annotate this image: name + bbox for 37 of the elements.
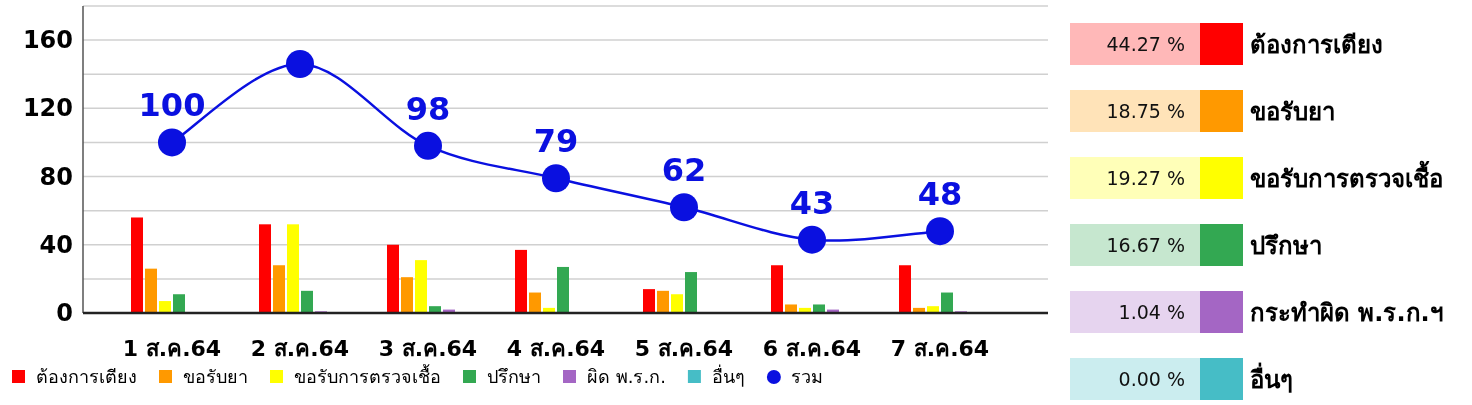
data-label: 1.04 % [1118, 301, 1185, 323]
y-tick-label: 0 [56, 299, 73, 327]
data-label: 43 [789, 183, 835, 222]
legend-label: รวม [790, 366, 823, 387]
data-label: 44.27 % [1106, 33, 1185, 55]
x-tick-label: 1 ส.ค.64 [122, 336, 222, 361]
category-label: กระทำผิด พ.ร.ก.ฯ [1250, 299, 1443, 327]
legend-label: ขอรับยา [183, 366, 248, 387]
category-label: อื่นๆ [1250, 362, 1293, 394]
data-label: 18.75 % [1106, 100, 1185, 122]
legend-label: ผิด พ.ร.ก. [587, 366, 666, 387]
y-tick-label: 160 [22, 26, 73, 55]
data-label: 100 [138, 86, 206, 125]
x-tick-label: 4 ส.ค.64 [506, 336, 606, 361]
x-tick-label: 5 ส.ค.64 [634, 336, 734, 361]
data-label: 79 [533, 122, 579, 161]
data-label: 98 [405, 89, 451, 128]
data-label: 48 [917, 175, 963, 214]
y-tick-label: 120 [22, 94, 73, 123]
category-label: ขอรับยา [1250, 98, 1335, 126]
y-tick-label: 80 [39, 162, 73, 191]
x-tick-label: 7 ส.ค.64 [890, 336, 990, 361]
legend-label: ต้องการเตียง [36, 366, 137, 387]
data-label: 62 [661, 151, 707, 190]
legend-label: ปรึกษา [487, 366, 541, 387]
data-label: 0.00 % [1118, 368, 1185, 390]
legend-label: ขอรับการตรวจเชื้อ [294, 364, 441, 387]
legend-label: อื่นๆ [711, 364, 745, 387]
category-label: ต้องการเตียง [1250, 31, 1383, 59]
category-label: ขอรับการตรวจเชื้อ [1250, 160, 1443, 193]
x-tick-label: 6 ส.ค.64 [762, 336, 862, 361]
data-label: 19.27 % [1106, 167, 1185, 189]
x-tick-label: 2 ส.ค.64 [250, 336, 350, 361]
x-tick-label: 3 ส.ค.64 [378, 336, 478, 361]
category-label: ปรึกษา [1250, 232, 1322, 260]
data-label: 16.67 % [1106, 234, 1185, 256]
y-tick-label: 40 [39, 230, 73, 259]
